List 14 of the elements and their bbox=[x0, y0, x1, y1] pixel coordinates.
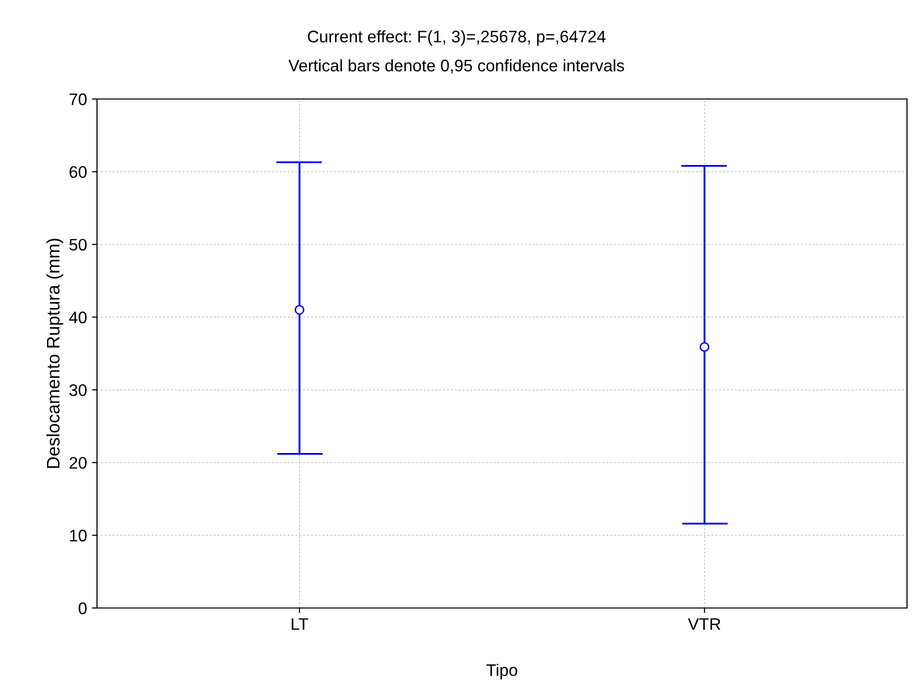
y-tick-label: 30 bbox=[69, 384, 87, 396]
y-tick-label: 70 bbox=[70, 93, 87, 106]
x-tick-label: LT bbox=[292, 618, 308, 630]
y-tick-label: 0 bbox=[78, 602, 87, 614]
y-tick-label: 40 bbox=[69, 312, 87, 324]
y-tick-label: 60 bbox=[70, 166, 87, 178]
chart-subtitle: Vertical bars denote 0,95 confidence intervals bbox=[288, 59, 624, 74]
x-tick-label: VTR bbox=[688, 618, 720, 630]
y-axis-title: Deslocamento Ruptura (mm) bbox=[46, 238, 64, 468]
chart-title: Current effect: F(1, 3)=,25678, p=,64724 bbox=[308, 30, 606, 46]
y-tick-label: 10 bbox=[70, 530, 87, 542]
y-tick-label: 20 bbox=[70, 456, 87, 469]
x-axis-title: Tipo bbox=[486, 664, 518, 680]
y-tick-label: 50 bbox=[69, 238, 87, 251]
